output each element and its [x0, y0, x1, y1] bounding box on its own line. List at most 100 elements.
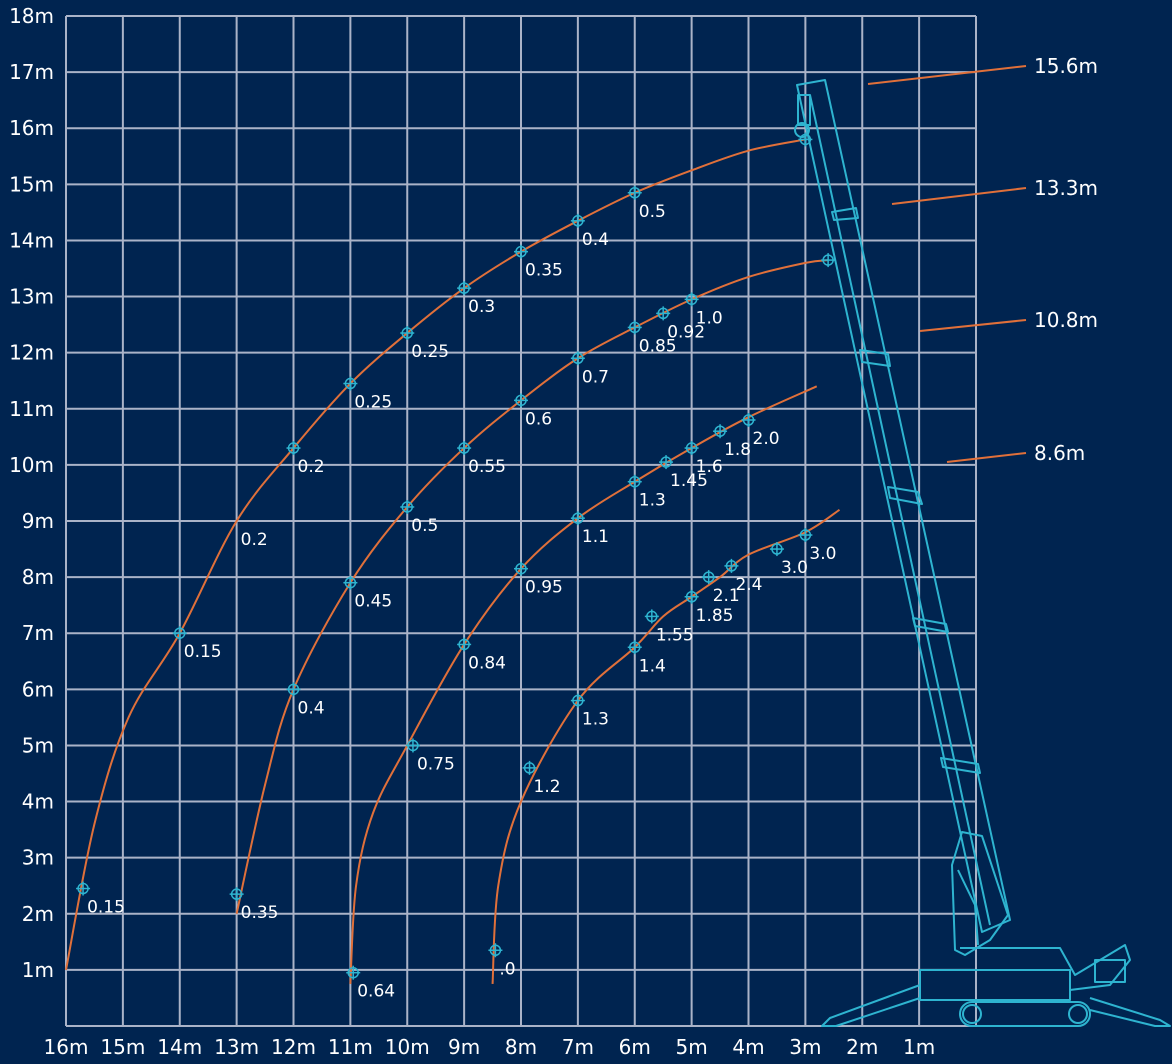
grid: [65, 15, 977, 1027]
load-label: 0.84: [468, 653, 506, 673]
load-label: 1.1: [582, 527, 609, 547]
load-label: 3.0: [781, 558, 808, 578]
load-point-marker: [798, 528, 813, 543]
load-label: 1.0: [696, 308, 723, 328]
load-label: 0.4: [582, 230, 609, 250]
load-point-marker: [522, 760, 537, 775]
y-tick-label: 6m: [22, 677, 54, 701]
x-tick-label: 6m: [619, 1035, 651, 1059]
y-tick-label: 14m: [9, 228, 54, 252]
crane-upper: [960, 944, 1131, 991]
load-point-marker: [798, 132, 813, 147]
load-point-marker: [627, 320, 642, 335]
load-label: 1.3: [582, 710, 609, 730]
load-point-marker: [514, 561, 528, 576]
load-point-marker: [488, 943, 503, 958]
load-curve-13.3m: [235, 259, 829, 914]
crane-cab: [1094, 959, 1126, 983]
load-label: 0.35: [525, 261, 563, 281]
load-point-marker: [684, 589, 699, 604]
boom-inner-line: [809, 94, 991, 926]
load-label: 0.2: [298, 457, 325, 477]
x-tick-label: 10m: [385, 1035, 430, 1059]
load-point-marker: [821, 253, 836, 268]
load-label: 0.64: [357, 982, 395, 1002]
x-tick-label: 8m: [505, 1035, 537, 1059]
load-points: 0.15 0.15 0.2 0.2 0.25 0.25 0.3 0.35 0.4 0.5 0.35 0…: [76, 132, 836, 1002]
boom-lower: [951, 831, 1009, 956]
crane-track: [959, 1001, 1091, 1027]
boom-length-label: 15.6m: [1034, 54, 1098, 78]
load-label: .0: [499, 959, 515, 979]
load-point-marker: [514, 244, 528, 259]
boom-head-sheave: [794, 122, 810, 138]
y-tick-label: 7m: [22, 621, 54, 645]
boom-ram: [957, 869, 979, 946]
boom-leader-line: [891, 187, 1027, 205]
x-tick-label: 2m: [846, 1035, 878, 1059]
load-point-marker: [76, 881, 91, 896]
track-wheel: [962, 1004, 982, 1024]
x-tick-label: 1m: [903, 1035, 935, 1059]
load-label: 0.6: [525, 409, 552, 429]
boom-leader-line: [867, 65, 1027, 85]
load-point-marker: [644, 609, 659, 624]
load-point-marker: [172, 626, 187, 641]
y-tick-label: 9m: [22, 509, 54, 533]
y-tick-label: 18m: [9, 4, 54, 28]
load-point-marker: [400, 499, 415, 514]
y-tick-label: 8m: [22, 565, 54, 589]
load-label: 0.5: [639, 202, 666, 222]
load-curve-8.6m: [491, 508, 841, 984]
boom-bracket: [831, 207, 859, 221]
y-tick-label: 16m: [9, 116, 54, 140]
load-point-marker: [286, 441, 301, 456]
load-point-marker: [570, 351, 585, 366]
load-label: 0.5: [411, 516, 438, 536]
load-point-marker: [405, 738, 420, 753]
load-label: 0.25: [354, 393, 392, 413]
y-tick-label: 2m: [22, 902, 54, 926]
load-label: 1.55: [656, 625, 694, 645]
load-point-marker: [627, 640, 642, 655]
y-tick-label: 17m: [9, 60, 54, 84]
load-label: 0.35: [241, 903, 279, 923]
y-tick-label: 12m: [9, 341, 54, 365]
load-curve-10.8m: [349, 385, 818, 984]
load-point-marker: [229, 887, 244, 902]
boom-head: [797, 94, 811, 126]
x-tick-label: 16m: [44, 1035, 89, 1059]
load-label: 1.4: [639, 656, 666, 676]
crane-chassis: [919, 969, 1071, 1001]
load-label: 0.55: [468, 457, 506, 477]
load-point-marker: [741, 413, 756, 427]
load-point-marker: [343, 376, 358, 391]
x-tick-label: 12m: [271, 1035, 316, 1059]
y-tick-label: 5m: [22, 733, 54, 757]
y-tick-label: 1m: [22, 958, 54, 982]
load-label: 0.92: [667, 322, 705, 342]
y-tick-label: 4m: [22, 790, 54, 814]
y-tick-label: 11m: [9, 397, 54, 421]
load-point-marker: [457, 281, 472, 296]
boom-bracket: [859, 349, 891, 367]
boom-bracket: [887, 486, 923, 505]
boom-bracket: [912, 617, 949, 633]
boom-length-label: 8.6m: [1034, 441, 1085, 465]
load-point-marker: [627, 474, 642, 489]
load-label: 0.95: [525, 578, 563, 598]
boom-outline: [796, 79, 1011, 933]
x-tick-label: 7m: [562, 1035, 594, 1059]
load-label: 2.4: [735, 575, 762, 595]
load-point-marker: [701, 570, 716, 585]
boom-length-label: 10.8m: [1034, 308, 1098, 332]
x-tick-label: 4m: [732, 1035, 764, 1059]
load-label: 0.2: [241, 530, 268, 550]
load-point-marker: [769, 542, 784, 557]
load-curves: [65, 138, 841, 984]
load-point-marker: [627, 185, 642, 200]
x-axis-labels: 16m 15m 14m 13m 12m 11m 10m 9m 8m 7m 6m 5m 4m 3m 2m 1m: [44, 1035, 936, 1059]
load-point-marker: [570, 213, 585, 228]
load-label: 1.3: [639, 491, 666, 511]
